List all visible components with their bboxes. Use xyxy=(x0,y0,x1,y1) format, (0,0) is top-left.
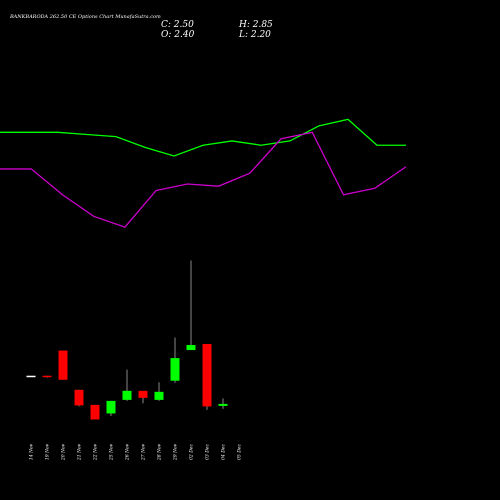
candle xyxy=(26,375,36,378)
upper-indicator-line xyxy=(0,118,406,157)
x-axis-ticks: 14 Nov 19 Nov 20 Nov 21 Nov 22 Nov 25 Nov 26 N… xyxy=(29,443,243,461)
x-tick-label: 21 Nov xyxy=(77,443,83,461)
x-tick-label: 22 Nov xyxy=(93,443,99,461)
candle-body xyxy=(218,403,228,406)
candle-body xyxy=(74,389,84,406)
x-tick-label: 04 Dec xyxy=(221,444,227,460)
candle-body xyxy=(122,390,132,400)
x-tick-label: 28 Nov xyxy=(157,443,163,461)
candle-body xyxy=(26,375,36,378)
x-tick-label: 05 Dec xyxy=(237,444,243,460)
candle xyxy=(218,398,228,409)
candle xyxy=(154,382,164,401)
x-tick-label: 14 Nov xyxy=(29,443,35,460)
candle-body xyxy=(58,350,68,380)
candle xyxy=(138,390,148,404)
x-tick-label: 27 Nov xyxy=(141,443,147,461)
high-value: H: 2.85 xyxy=(238,20,273,30)
candle-body xyxy=(202,344,212,407)
close-value: C: 2.50 xyxy=(161,20,194,30)
candle xyxy=(42,375,52,378)
x-tick-label: 25 Nov xyxy=(109,443,115,461)
candle-body xyxy=(186,345,196,351)
candle xyxy=(74,389,84,407)
low-value: L: 2.20 xyxy=(238,30,271,40)
x-tick-label: 29 Nov xyxy=(173,443,179,461)
x-tick-label: 03 Dec xyxy=(205,444,211,460)
chart-title: BANKBARODA 262.50 CE Options Chart Munaf… xyxy=(9,14,161,20)
candle xyxy=(106,400,116,416)
candle xyxy=(170,337,180,383)
candle-body xyxy=(138,390,148,398)
candlesticks xyxy=(26,260,228,420)
candle-body xyxy=(42,375,52,378)
x-tick-label: 19 Nov xyxy=(45,443,51,460)
x-tick-label: 20 Nov xyxy=(61,443,67,461)
candle-body xyxy=(170,358,180,381)
candle xyxy=(90,404,100,420)
x-tick-label: 02 Dec xyxy=(189,444,195,460)
candle-body xyxy=(90,404,100,420)
lower-indicator-line xyxy=(0,131,407,228)
candle xyxy=(58,350,68,380)
candle xyxy=(202,344,212,410)
candle xyxy=(186,260,196,351)
open-value: O: 2.40 xyxy=(161,30,195,40)
x-tick-label: 26 Nov xyxy=(125,443,131,461)
candle xyxy=(122,369,132,401)
candle-body xyxy=(154,391,164,400)
candle-body xyxy=(106,400,116,414)
indicator-lines xyxy=(0,118,407,228)
